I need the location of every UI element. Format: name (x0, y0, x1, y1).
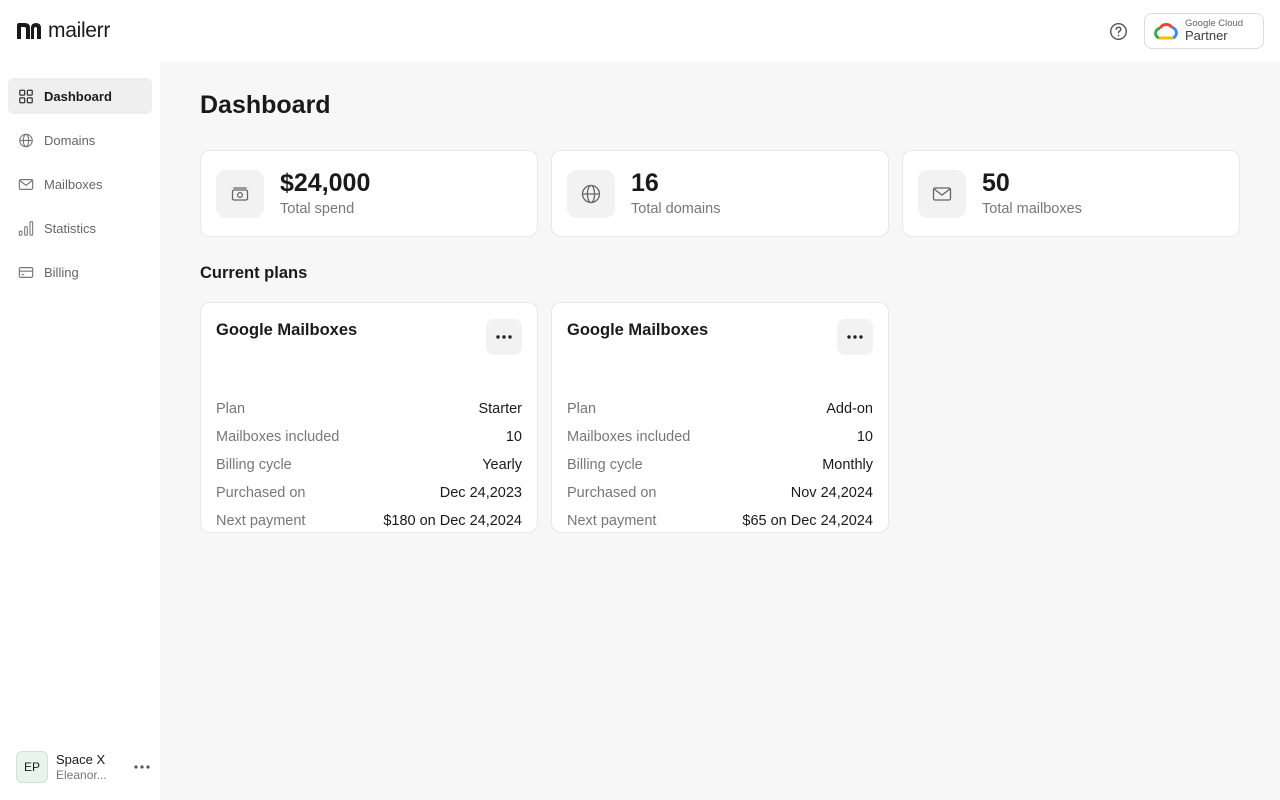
workspace-name: Space X (56, 752, 106, 767)
sidebar-item-billing[interactable]: Billing (8, 254, 152, 290)
plan-row: Plan Starter (216, 395, 522, 423)
more-horizontal-icon (847, 335, 863, 339)
stat-card-mailboxes: 50 Total mailboxes (902, 150, 1240, 237)
google-cloud-partner-badge: Google Cloud Partner (1144, 13, 1264, 49)
plan-row-key: Next payment (216, 513, 306, 529)
stat-card-domains: 16 Total domains (551, 150, 889, 237)
plan-row-value: 10 (505, 429, 522, 445)
plan-row-value: 10 (856, 429, 873, 445)
plan-row: Billing cycle Monthly (567, 451, 873, 479)
brand-name: mailerr (48, 19, 111, 42)
plan-row: Billing cycle Yearly (216, 451, 522, 479)
plan-row-key: Next payment (567, 513, 657, 529)
more-horizontal-icon (496, 335, 512, 339)
sidebar-item-domains[interactable]: Domains (8, 122, 152, 158)
sidebar-item-label: Domains (44, 132, 96, 148)
more-horizontal-icon (134, 765, 150, 769)
plan-row-value: Dec 24,2023 (439, 485, 522, 501)
plan-row-key: Purchased on (567, 485, 657, 501)
sidebar-item-label: Billing (44, 264, 79, 280)
avatar: EP (16, 751, 48, 783)
plan-row-key: Plan (216, 401, 246, 417)
top-bar: mailerr Google Cloud Partner (0, 0, 1280, 62)
mail-icon (18, 176, 34, 192)
sidebar-item-dashboard[interactable]: Dashboard (8, 78, 152, 114)
plan-row-key: Mailboxes included (216, 429, 340, 445)
partner-line1: Google Cloud (1185, 18, 1244, 30)
plan-row-value: Starter (478, 401, 522, 417)
sidebar-item-mailboxes[interactable]: Mailboxes (8, 166, 152, 202)
account-switcher[interactable]: EP Space X Eleanor... (16, 750, 152, 784)
sidebar: Dashboard Domains Mailboxes Statistics B… (0, 62, 160, 800)
plan-card: Google Mailboxes Plan Starter Mailboxes i… (200, 302, 538, 533)
user-name: Eleanor... (56, 767, 107, 782)
plan-row: Mailboxes included 10 (216, 423, 522, 451)
partner-line2: Partner (1185, 28, 1228, 44)
google-cloud-icon (1154, 23, 1178, 40)
sidebar-item-label: Mailboxes (44, 176, 103, 192)
mail-icon (918, 169, 966, 218)
plan-row: Purchased on Dec 24,2023 (216, 479, 522, 507)
plan-row-value: Yearly (482, 457, 522, 473)
grid-icon (18, 88, 34, 104)
globe-icon (18, 132, 34, 148)
stat-label: Total domains (631, 201, 721, 218)
credit-card-icon (18, 264, 34, 280)
brand-logo[interactable]: mailerr (16, 19, 110, 43)
plan-menu-button[interactable] (837, 319, 873, 355)
plan-row: Next payment $65 on Dec 24,2024 (567, 507, 873, 535)
sidebar-item-label: Dashboard (44, 88, 112, 104)
plan-row: Next payment $180 on Dec 24,2024 (216, 507, 522, 535)
account-menu-button[interactable] (132, 757, 152, 777)
sidebar-item-statistics[interactable]: Statistics (8, 210, 152, 246)
plan-name: Google Mailboxes (567, 321, 709, 339)
plan-row-key: Billing cycle (216, 457, 292, 473)
plan-row-value: $65 on Dec 24,2024 (742, 513, 873, 529)
plan-row-value: $180 on Dec 24,2024 (383, 513, 522, 529)
stat-value: 16 (631, 168, 659, 197)
plan-row-key: Purchased on (216, 485, 306, 501)
plan-row: Plan Add-on (567, 395, 873, 423)
plan-row: Mailboxes included 10 (567, 423, 873, 451)
stat-value: 50 (982, 168, 1010, 197)
stat-label: Total spend (280, 201, 355, 218)
current-plans-title: Current plans (200, 264, 308, 282)
globe-icon (567, 169, 615, 218)
plan-row-key: Mailboxes included (567, 429, 691, 445)
bar-chart-icon (18, 220, 34, 236)
sidebar-item-label: Statistics (44, 220, 97, 236)
plan-name: Google Mailboxes (216, 321, 358, 339)
help-button[interactable] (1106, 19, 1130, 43)
help-icon (1109, 22, 1127, 40)
plan-row-key: Billing cycle (567, 457, 643, 473)
plan-row-key: Plan (567, 401, 597, 417)
mailerr-logo-icon (17, 23, 41, 39)
stat-card-spend: $24,000 Total spend (200, 150, 538, 237)
stat-label: Total mailboxes (982, 201, 1082, 218)
main-content: Dashboard $24,000 Total spend 16 Total d… (160, 62, 1280, 800)
plan-card: Google Mailboxes Plan Add-on Mailboxes in… (551, 302, 889, 533)
money-icon (216, 169, 264, 218)
plan-row-value: Monthly (822, 457, 873, 473)
page-title: Dashboard (200, 91, 331, 119)
stat-value: $24,000 (280, 168, 371, 197)
plan-row-value: Nov 24,2024 (790, 485, 873, 501)
plan-row-value: Add-on (826, 401, 873, 417)
plan-menu-button[interactable] (486, 319, 522, 355)
plan-row: Purchased on Nov 24,2024 (567, 479, 873, 507)
